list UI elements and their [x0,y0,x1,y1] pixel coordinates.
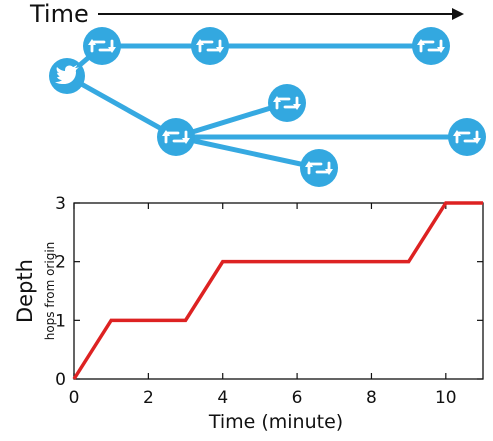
y-tick-label: 1 [55,311,66,331]
cascade-edge [173,100,290,140]
y-tick-label: 3 [55,194,66,214]
y-tick-label: 0 [55,370,66,390]
cascade-node-circle [300,149,338,187]
time-arrow-label: Time [29,0,89,28]
y-axis-sublabel: hops from origin [43,242,57,341]
retweet-icon [453,130,481,144]
x-tick-label: 4 [217,388,228,408]
y-axis-label: Depth [13,259,37,323]
y-tick-label: 2 [55,253,66,273]
x-tick-label: 6 [292,388,303,408]
retweet-icon [196,39,224,53]
retweet-cascade-diagram: Time [29,0,486,187]
cascade-retweet-node [83,27,121,65]
x-tick-label: 10 [435,388,457,408]
retweet-icon [162,130,190,144]
twitter-bird-icon [55,65,79,84]
retweet-icon [305,161,333,175]
y-axis-ticks: 0 1 2 3 [55,194,483,390]
x-axis-label: Time (minute) [208,411,343,433]
depth-chart: 0 2 4 6 8 10 0 1 2 3 Time (minute) Depth hops fr… [13,194,484,433]
x-tick-label: 0 [69,388,80,408]
cascade-edge [173,134,322,171]
cascade-retweet-node [157,118,195,156]
retweet-icon [417,39,445,53]
cascade-root-node [49,58,85,94]
x-axis-ticks: 0 2 4 6 8 10 [69,203,457,408]
retweet-icon [88,39,116,53]
cascade-retweet-node [268,84,306,122]
cascade-edge [64,73,179,140]
cascade-node-circle [83,27,121,65]
time-arrow [98,8,464,20]
cascade-node-circle [191,27,229,65]
cascade-retweet-node [448,118,486,156]
cascade-edges [64,43,470,171]
cascade-retweet-node [300,149,338,187]
cascade-node-circle [157,118,195,156]
plot-frame [73,202,484,380]
cascade-retweet-node [191,27,229,65]
retweet-icon [273,96,301,110]
cascade-retweet-node [412,27,450,65]
cascade-node-circle [268,84,306,122]
depth-series-line [72,201,483,380]
x-tick-label: 2 [143,388,154,408]
cascade-nodes [49,27,486,187]
cascade-node-circle [412,27,450,65]
x-tick-label: 8 [366,388,377,408]
cascade-node-circle [448,118,486,156]
